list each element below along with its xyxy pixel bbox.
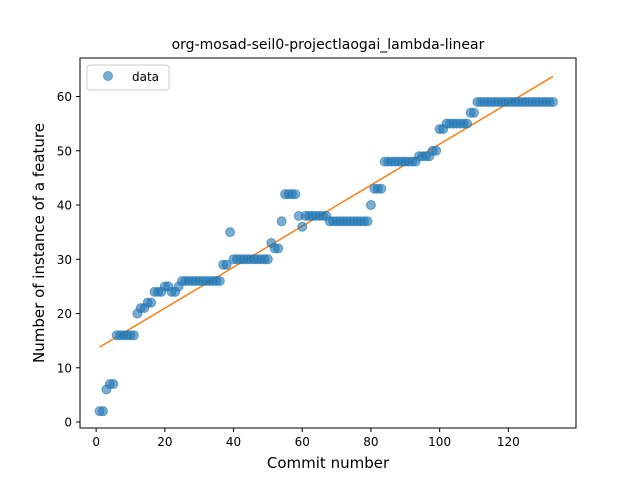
chart-title: org-mosad-seil0-projectlaogai_lambda-lin… <box>172 37 485 53</box>
plot-area: 0 20 40 60 80 100 120 0 10 20 30 40 50 60 <box>57 57 577 449</box>
data-point <box>462 118 473 129</box>
data-point <box>297 221 308 232</box>
y-tick-label: 50 <box>57 144 72 158</box>
data-point <box>98 406 109 417</box>
x-tick-label: 20 <box>157 435 172 449</box>
data-point <box>273 243 284 254</box>
x-tick-label: 60 <box>295 435 310 449</box>
data-point <box>262 254 273 265</box>
y-tick-label: 20 <box>57 307 72 321</box>
data-point <box>290 189 301 200</box>
x-axis-label: Commit number <box>267 454 390 472</box>
y-axis-label: Number of instance of a feature <box>30 123 48 363</box>
data-point <box>547 96 558 107</box>
data-point <box>468 107 479 118</box>
legend-marker-data <box>103 71 113 81</box>
x-tick-label: 40 <box>226 435 241 449</box>
data-point <box>214 275 225 286</box>
y-axis: 0 10 20 30 40 50 60 <box>57 90 80 430</box>
data-point <box>108 379 119 390</box>
data-point <box>276 216 287 227</box>
x-tick-label: 100 <box>428 435 451 449</box>
plot-frame <box>79 57 577 429</box>
data-point <box>225 227 236 238</box>
data-point <box>221 259 232 270</box>
data-point <box>431 145 442 156</box>
x-axis: 0 20 40 60 80 100 120 <box>92 428 520 449</box>
y-tick-label: 40 <box>57 199 72 213</box>
y-tick-label: 60 <box>57 90 72 104</box>
y-tick-label: 0 <box>64 416 72 430</box>
data-point <box>146 297 157 308</box>
legend-label-data: data <box>132 70 159 84</box>
data-points-layer <box>94 96 558 417</box>
data-point <box>365 200 376 211</box>
x-tick-label: 0 <box>92 435 100 449</box>
data-point <box>362 216 373 227</box>
data-point <box>128 330 139 341</box>
plot-background <box>80 58 576 428</box>
data-point <box>376 183 387 194</box>
legend: data <box>86 64 170 91</box>
x-tick-label: 80 <box>363 435 378 449</box>
x-tick-label: 120 <box>497 435 520 449</box>
y-tick-label: 30 <box>57 253 72 267</box>
y-tick-label: 10 <box>57 361 72 375</box>
